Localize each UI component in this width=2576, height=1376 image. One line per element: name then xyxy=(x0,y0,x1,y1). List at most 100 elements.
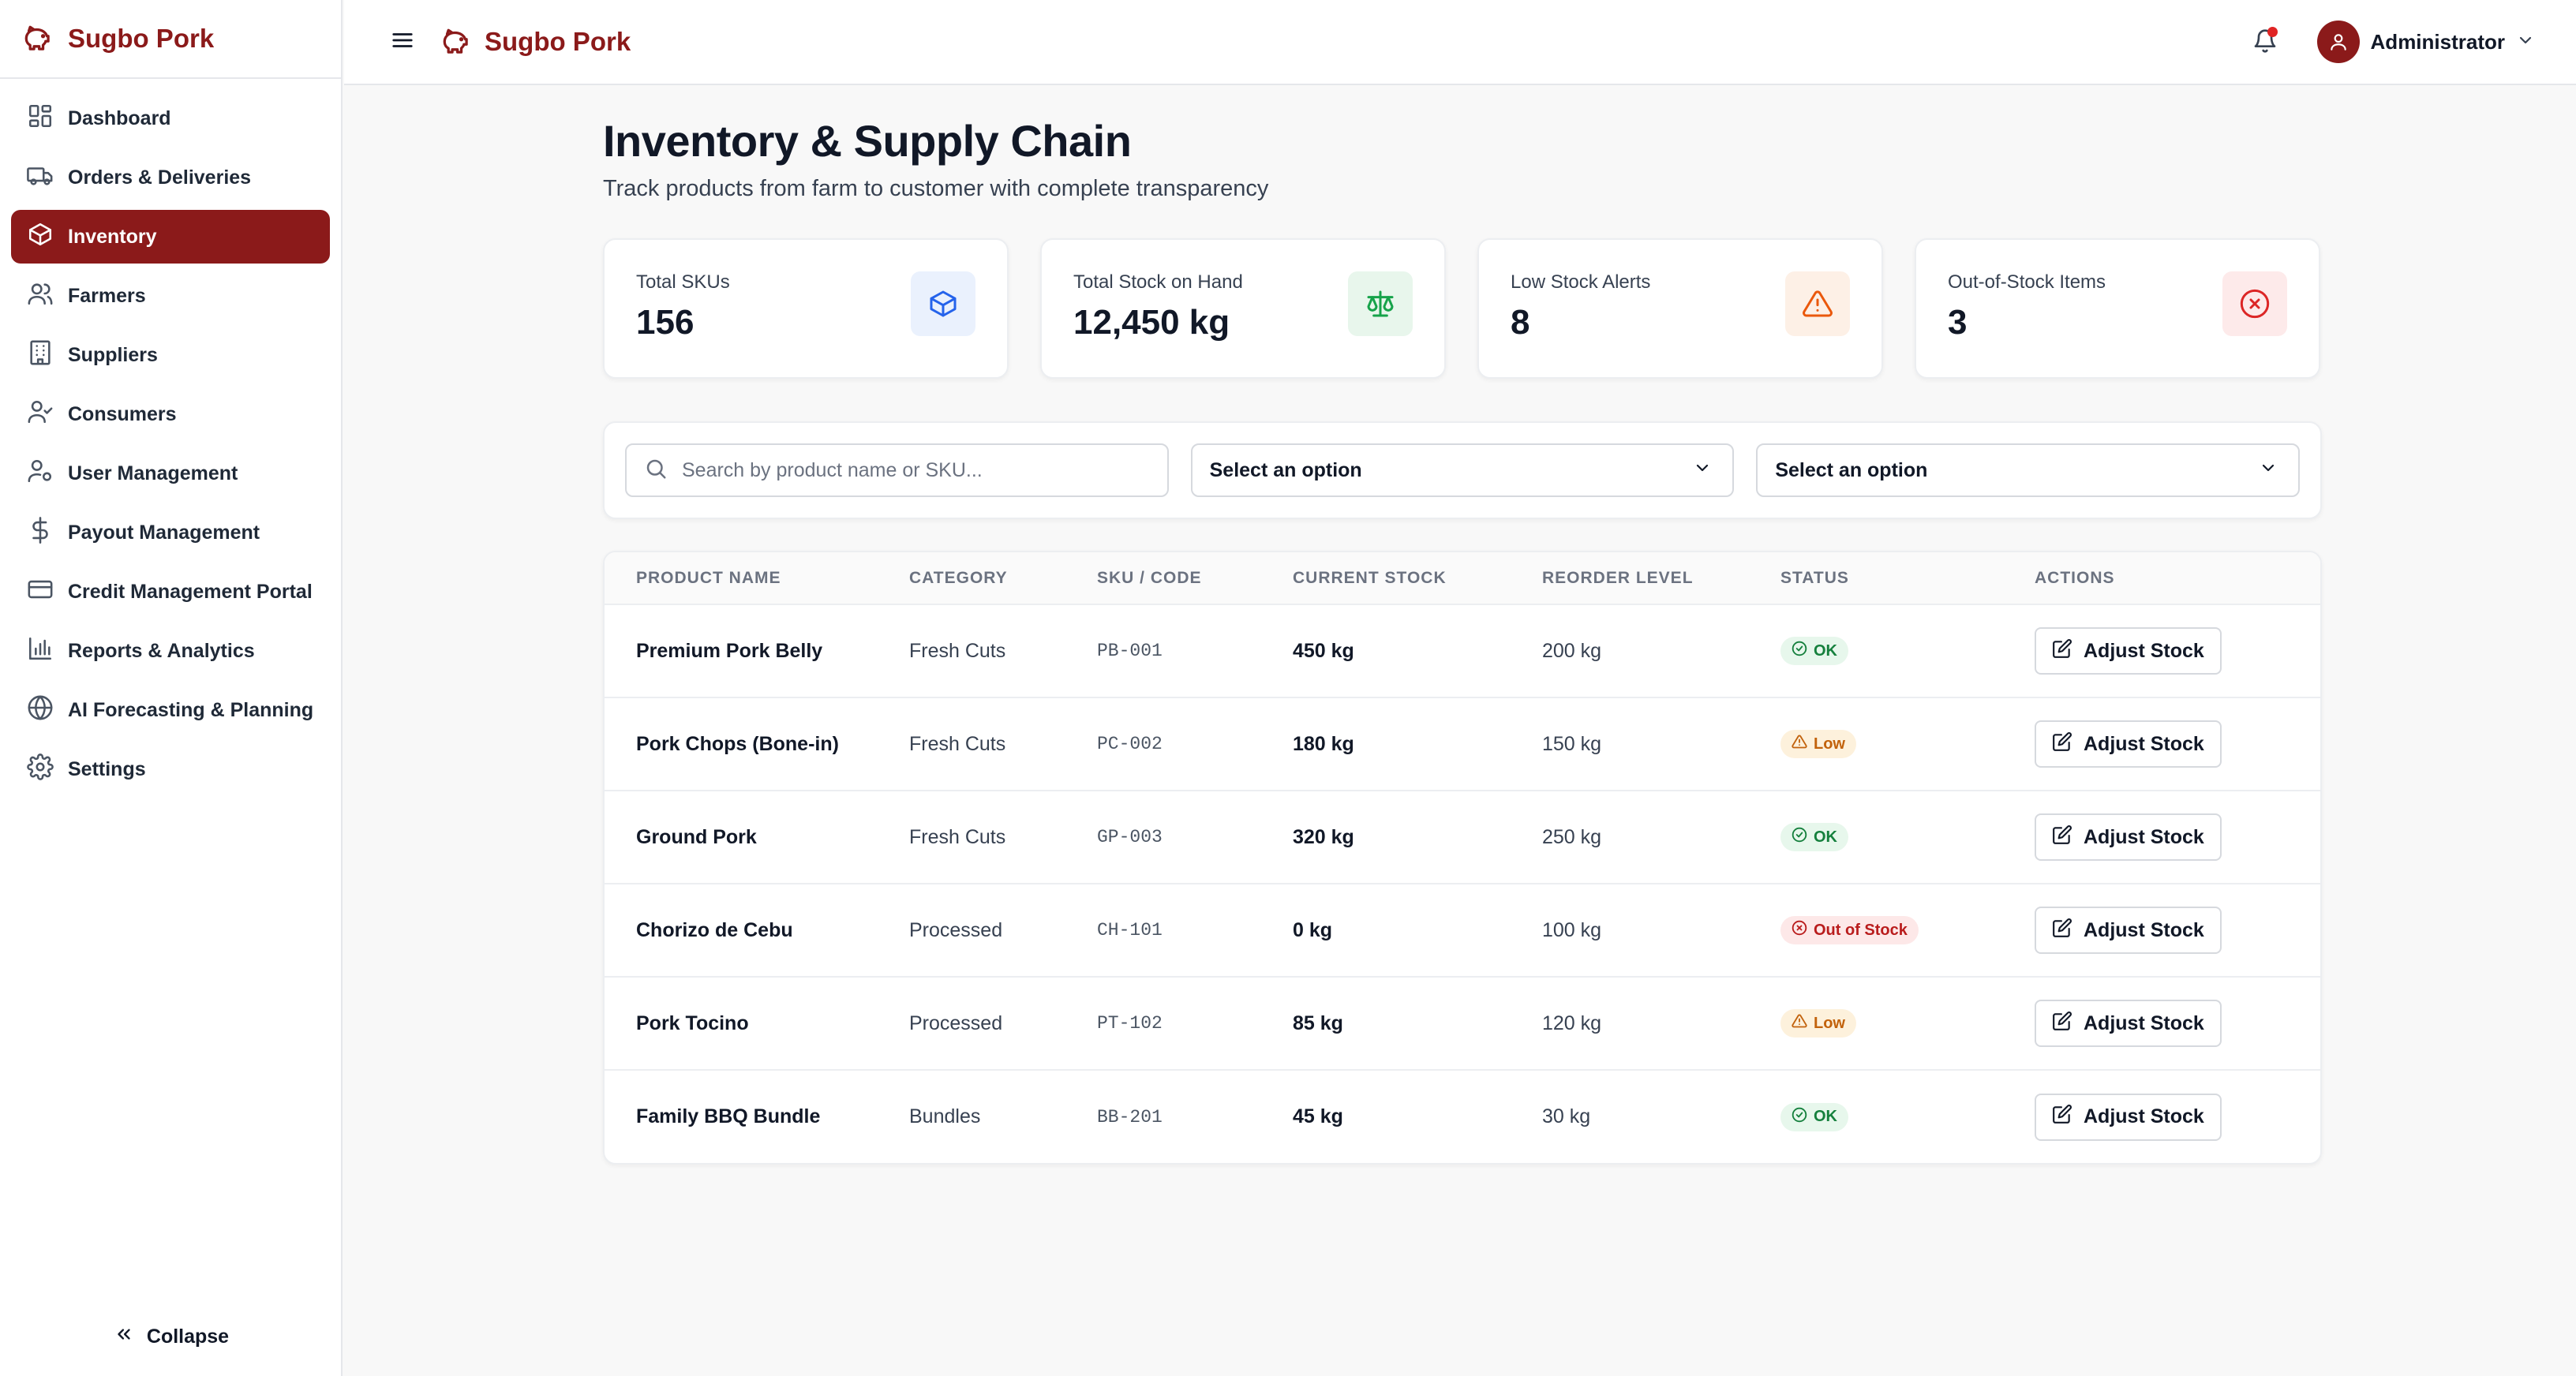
scale-icon xyxy=(1348,271,1413,336)
sidebar-item-payout-management[interactable]: Payout Management xyxy=(11,506,330,559)
reorder-level: 250 kg xyxy=(1542,825,1602,848)
sidebar-item-settings[interactable]: Settings xyxy=(11,742,330,796)
stat-label: Total Stock on Hand xyxy=(1073,271,1243,293)
status-select[interactable]: Select an option xyxy=(1756,443,2300,497)
sidebar-item-suppliers[interactable]: Suppliers xyxy=(11,328,330,382)
menu-toggle-button[interactable] xyxy=(387,26,418,58)
pig-logo-icon xyxy=(440,28,472,56)
current-stock: 0 kg xyxy=(1293,918,1333,941)
search-box[interactable] xyxy=(625,443,1169,497)
topbar-brand[interactable]: Sugbo Pork xyxy=(440,27,631,57)
product-category: Processed xyxy=(909,1011,1003,1034)
sidebar-item-consumers[interactable]: Consumers xyxy=(11,387,330,441)
sidebar-item-label: Settings xyxy=(68,757,146,780)
column-header-reorder-level: REORDER LEVEL xyxy=(1542,568,1694,587)
dashboard-icon xyxy=(27,103,54,135)
sidebar-item-credit-management-portal[interactable]: Credit Management Portal xyxy=(11,565,330,619)
sidebar-brand[interactable]: Sugbo Pork xyxy=(0,0,341,79)
sidebar-item-orders-and-deliveries[interactable]: Orders & Deliveries xyxy=(11,151,330,204)
x-circle-icon xyxy=(2222,271,2287,336)
sidebar-brand-name: Sugbo Pork xyxy=(68,24,215,53)
actions-cell: Adjust Stock xyxy=(2035,604,2320,697)
sidebar-item-label: Dashboard xyxy=(68,107,171,129)
status-text: Low xyxy=(1814,735,1845,753)
sidebar-item-dashboard[interactable]: Dashboard xyxy=(11,92,330,145)
adjust-stock-button[interactable]: Adjust Stock xyxy=(2035,907,2222,954)
column-header-actions: ACTIONS xyxy=(2035,568,2115,587)
edit-icon xyxy=(2052,731,2072,757)
collapse-label: Collapse xyxy=(146,1325,230,1348)
page-title: Inventory & Supply Chain xyxy=(603,116,1132,166)
dollar-icon xyxy=(27,516,54,549)
actions-cell: Adjust Stock xyxy=(2035,977,2320,1070)
user-cog-icon xyxy=(27,458,54,490)
adjust-stock-button[interactable]: Adjust Stock xyxy=(2035,813,2222,861)
edit-icon xyxy=(2052,918,2072,944)
status-cell: OK xyxy=(1780,604,2035,697)
status-text: OK xyxy=(1814,641,1837,660)
stat-value: 12,450 kg xyxy=(1073,303,1230,342)
reorder-level: 100 kg xyxy=(1542,918,1602,941)
status-text: OK xyxy=(1814,828,1837,846)
inventory-table: PRODUCT NAME CATEGORY SKU / CODE CURRENT ST… xyxy=(605,552,2320,1163)
sidebar-item-label: Credit Management Portal xyxy=(68,580,313,603)
sidebar-item-label: Reports & Analytics xyxy=(68,639,255,662)
truck-icon xyxy=(27,162,54,194)
stat-value: 3 xyxy=(1948,303,1968,342)
table-row: Pork Chops (Bone-in) Fresh Cuts PC-002 180 … xyxy=(605,697,2320,791)
sidebar-item-ai-forecasting-and-planning[interactable]: AI Forecasting & Planning xyxy=(11,683,330,737)
category-select[interactable]: Select an option xyxy=(1190,443,1735,497)
column-header-product-name: PRODUCT NAME xyxy=(636,568,781,587)
product-sku: PC-002 xyxy=(1097,734,1163,754)
product-category: Bundles xyxy=(909,1105,981,1127)
stat-label: Total SKUs xyxy=(636,271,730,293)
sidebar-item-farmers[interactable]: Farmers xyxy=(11,269,330,323)
status-cell: OK xyxy=(1780,1070,2035,1163)
sidebar-item-label: AI Forecasting & Planning xyxy=(68,698,314,721)
adjust-stock-label: Adjust Stock xyxy=(2084,1105,2204,1127)
product-name: Chorizo de Cebu xyxy=(636,918,793,941)
product-sku: BB-201 xyxy=(1097,1106,1163,1127)
user-name: Administrator xyxy=(2370,29,2505,54)
adjust-stock-label: Adjust Stock xyxy=(2084,825,2204,848)
stat-label: Out-of-Stock Items xyxy=(1948,271,2106,293)
search-input[interactable] xyxy=(682,458,1155,482)
sidebar-item-inventory[interactable]: Inventory xyxy=(11,210,330,264)
adjust-stock-button[interactable]: Adjust Stock xyxy=(2035,1000,2222,1047)
reorder-level: 120 kg xyxy=(1542,1011,1602,1034)
adjust-stock-button[interactable]: Adjust Stock xyxy=(2035,627,2222,675)
pig-logo-icon xyxy=(22,24,54,53)
product-name: Pork Tocino xyxy=(636,1011,749,1034)
status-text: Out of Stock xyxy=(1814,921,1908,939)
product-sku: GP-003 xyxy=(1097,827,1163,847)
check-circle-icon xyxy=(1792,641,1807,661)
sidebar-item-user-management[interactable]: User Management xyxy=(11,447,330,500)
avatar xyxy=(2316,21,2360,63)
notifications-button[interactable] xyxy=(2246,24,2284,62)
edit-icon xyxy=(2052,638,2072,664)
alert-triangle-icon xyxy=(1792,1013,1807,1034)
bell-icon xyxy=(2252,28,2278,58)
sidebar-item-label: Inventory xyxy=(68,225,157,248)
product-name: Ground Pork xyxy=(636,825,757,848)
current-stock: 180 kg xyxy=(1293,732,1354,755)
adjust-stock-button[interactable]: Adjust Stock xyxy=(2035,1093,2222,1141)
table-row: Premium Pork Belly Fresh Cuts PB-001 450 kg… xyxy=(605,604,2320,697)
status-badge: OK xyxy=(1780,637,1848,665)
status-cell: OK xyxy=(1780,791,2035,884)
sidebar-item-label: User Management xyxy=(68,462,238,484)
adjust-stock-label: Adjust Stock xyxy=(2084,1011,2204,1034)
sidebar-item-reports-and-analytics[interactable]: Reports & Analytics xyxy=(11,624,330,678)
adjust-stock-label: Adjust Stock xyxy=(2084,639,2204,662)
adjust-stock-label: Adjust Stock xyxy=(2084,732,2204,755)
collapse-button[interactable]: Collapse xyxy=(0,1313,343,1360)
stat-label: Low Stock Alerts xyxy=(1511,271,1651,293)
gear-icon xyxy=(27,753,54,786)
user-menu[interactable]: Administrator xyxy=(2316,21,2535,63)
column-header-sku-code: SKU / CODE xyxy=(1097,568,1202,587)
stats-cards: Total SKUs 156 Total Stock on Hand 12,450 k… xyxy=(603,238,2322,379)
adjust-stock-button[interactable]: Adjust Stock xyxy=(2035,720,2222,768)
table-header-row: PRODUCT NAME CATEGORY SKU / CODE CURRENT ST… xyxy=(605,552,2320,604)
table-body: Premium Pork Belly Fresh Cuts PB-001 450 kg… xyxy=(605,604,2320,1163)
